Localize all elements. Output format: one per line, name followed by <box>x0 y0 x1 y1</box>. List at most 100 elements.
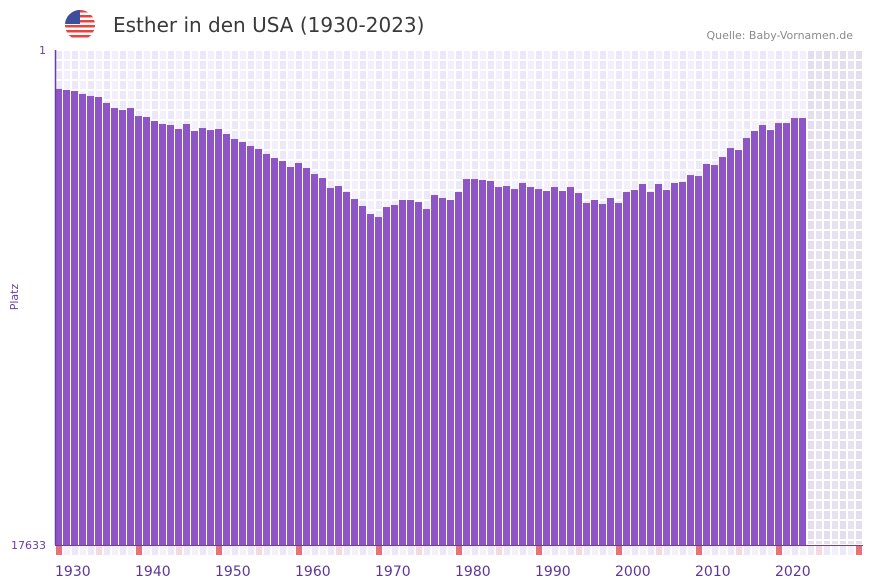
grid-cell <box>296 71 302 79</box>
grid-cell <box>808 351 814 359</box>
grid-cell <box>192 71 198 79</box>
grid-cell <box>480 71 486 79</box>
grid-cell <box>224 81 230 89</box>
grid-cell <box>816 501 822 509</box>
grid-cell <box>808 171 814 179</box>
grid-cell <box>696 141 702 149</box>
grid-cell <box>664 181 670 189</box>
grid-cell <box>464 131 470 139</box>
grid-cell <box>392 121 398 129</box>
grid-cell <box>840 481 846 489</box>
grid-cell <box>816 461 822 469</box>
grid-cell <box>272 61 278 69</box>
grid-cell <box>360 171 366 179</box>
grid-cell <box>472 71 478 79</box>
grid-cell <box>704 91 710 99</box>
grid-cell <box>840 321 846 329</box>
grid-cell <box>848 321 854 329</box>
grid-cell <box>792 81 798 89</box>
grid-cell <box>496 111 502 119</box>
grid-cell <box>456 171 462 179</box>
grid-cell <box>536 171 542 179</box>
grid-cell <box>840 511 846 519</box>
grid-cell <box>632 91 638 99</box>
grid-cell <box>824 241 830 249</box>
grid-cell <box>848 201 854 209</box>
grid-cell <box>688 101 694 109</box>
grid-cell <box>616 51 622 59</box>
grid-cell <box>216 71 222 79</box>
grid-cell <box>360 111 366 119</box>
grid-cell <box>808 311 814 319</box>
grid-cell <box>488 101 494 109</box>
grid-cell <box>128 101 134 109</box>
grid-cell <box>248 101 254 109</box>
grid-cell <box>384 151 390 159</box>
grid-cell <box>744 71 750 79</box>
grid-cell <box>608 141 614 149</box>
grid-cell <box>848 391 854 399</box>
grid-cell <box>248 51 254 59</box>
grid-cell <box>400 61 406 69</box>
grid-cell <box>304 101 310 109</box>
grid-cell <box>376 111 382 119</box>
grid-cell <box>368 91 374 99</box>
grid-cell <box>328 181 334 189</box>
grid-cell <box>632 71 638 79</box>
grid-cell <box>320 101 326 109</box>
grid-cell <box>344 171 350 179</box>
grid-cell <box>616 191 622 199</box>
grid-cell <box>680 81 686 89</box>
grid-cell <box>440 121 446 129</box>
grid-cell <box>352 141 358 149</box>
grid-cell <box>808 321 814 329</box>
grid-cell <box>576 161 582 169</box>
grid-cell <box>384 191 390 199</box>
grid-cell <box>704 151 710 159</box>
grid-cell <box>208 51 214 59</box>
grid-cell <box>808 401 814 409</box>
grid-cell <box>528 151 534 159</box>
grid-cell <box>456 81 462 89</box>
grid-cell <box>560 101 566 109</box>
grid-cell <box>88 61 94 69</box>
grid-cell <box>552 141 558 149</box>
grid-cell <box>656 71 662 79</box>
grid-cell <box>632 121 638 129</box>
grid-cell <box>664 71 670 79</box>
grid-cell <box>672 171 678 179</box>
grid-cell <box>504 161 510 169</box>
grid-cell <box>824 111 830 119</box>
grid-cell <box>832 461 838 469</box>
grid-cell <box>816 281 822 289</box>
grid-cell <box>296 61 302 69</box>
grid-cell <box>648 61 654 69</box>
grid-cell <box>640 171 646 179</box>
grid-cell <box>808 281 814 289</box>
grid-cell <box>672 51 678 59</box>
grid-cell <box>56 71 62 79</box>
grid-cell <box>120 71 126 79</box>
grid-cell <box>488 61 494 69</box>
grid-cell <box>288 131 294 139</box>
grid-cell <box>584 71 590 79</box>
grid-cell <box>592 151 598 159</box>
grid-cell <box>256 81 262 89</box>
grid-cell <box>312 121 318 129</box>
grid-cell <box>752 71 758 79</box>
grid-cell <box>296 91 302 99</box>
grid-cell <box>648 51 654 59</box>
grid-cell <box>368 131 374 139</box>
grid-cell <box>824 231 830 239</box>
grid-cell <box>696 161 702 169</box>
grid-cell <box>624 111 630 119</box>
grid-cell <box>440 141 446 149</box>
grid-cell <box>152 101 158 109</box>
grid-cell <box>384 81 390 89</box>
grid-cell <box>496 121 502 129</box>
grid-cell <box>840 411 846 419</box>
grid-cell <box>584 91 590 99</box>
grid-cell <box>600 131 606 139</box>
grid-cell <box>816 401 822 409</box>
grid-cell <box>512 141 518 149</box>
